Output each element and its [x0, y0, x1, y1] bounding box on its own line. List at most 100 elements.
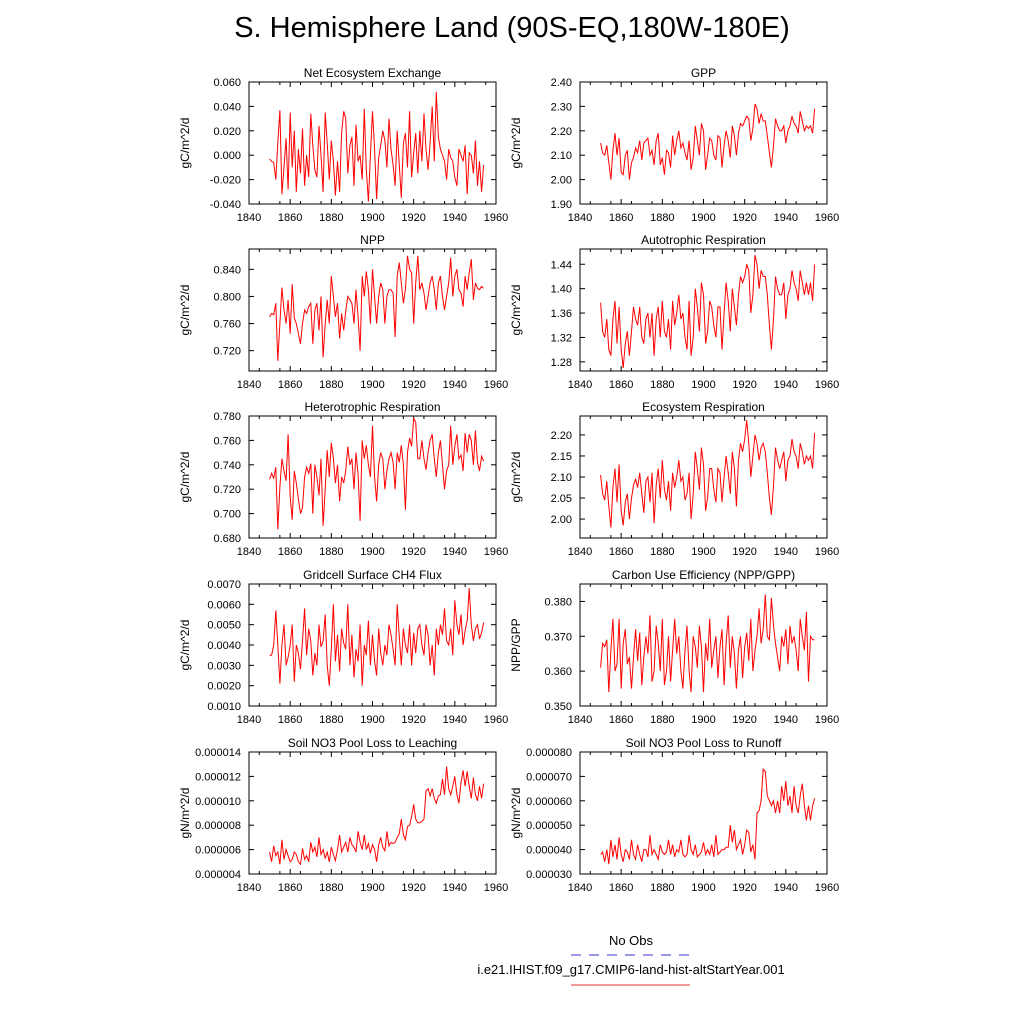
x-tick-label: 1860 [278, 546, 302, 558]
y-tick-label: 0.800 [213, 291, 241, 303]
x-tick-label: 1940 [774, 212, 798, 224]
panel-title: Heterotrophic Respiration [304, 400, 440, 414]
y-tick-label: -0.040 [210, 199, 241, 211]
y-tick-label: 0.000014 [195, 747, 241, 759]
y-tick-label: 0.000 [213, 150, 241, 162]
x-tick-label: 1840 [237, 714, 261, 726]
x-tick-label: 1860 [278, 714, 302, 726]
x-tick-label: 1900 [360, 882, 384, 894]
y-tick-label: 0.700 [213, 509, 241, 521]
x-tick-label: 1960 [815, 212, 839, 224]
y-tick-label: 0.000080 [526, 747, 572, 759]
y-tick-label: 0.000012 [195, 771, 241, 783]
y-tick-label: 0.000040 [526, 845, 572, 857]
y-tick-label: 0.000050 [526, 820, 572, 832]
x-tick-label: 1880 [319, 379, 343, 391]
x-tick-label: 1920 [401, 882, 425, 894]
y-tick-label: 1.28 [551, 357, 572, 369]
y-axis-label: NPP/GPP [509, 618, 523, 671]
x-tick-label: 1900 [691, 379, 715, 391]
y-tick-label: 2.40 [551, 77, 572, 89]
y-tick-label: 0.0020 [207, 681, 241, 693]
y-tick-label: 1.36 [551, 308, 572, 320]
x-tick-label: 1840 [568, 379, 592, 391]
x-tick-label: 1840 [237, 212, 261, 224]
y-tick-label: 0.360 [544, 666, 572, 678]
x-tick-label: 1840 [568, 882, 592, 894]
chart-panel-1: GPP 1840 1860 1880 1900 1920 1940 1960 1.90 2.00 2… [509, 66, 839, 224]
x-tick-label: 1940 [443, 212, 467, 224]
series-line-0 [269, 416, 485, 530]
y-tick-label: 2.15 [551, 451, 572, 463]
y-tick-label: 0.040 [213, 101, 241, 113]
y-axis-label: gC/m^2/d [509, 118, 523, 169]
y-tick-label: 0.840 [213, 264, 241, 276]
x-tick-label: 1940 [774, 882, 798, 894]
x-tick-label: 1880 [319, 882, 343, 894]
series-line-0 [269, 588, 485, 686]
y-tick-label: 1.44 [551, 259, 572, 271]
y-tick-label: 2.20 [551, 430, 572, 442]
x-tick-label: 1900 [691, 714, 715, 726]
series-line-0 [600, 594, 815, 693]
legend-label-no-obs: No Obs [609, 933, 654, 948]
x-tick-label: 1920 [732, 882, 756, 894]
x-tick-label: 1960 [815, 546, 839, 558]
y-tick-label: 2.30 [551, 101, 572, 113]
x-tick-label: 1960 [484, 714, 508, 726]
chart-panel-4: Heterotrophic Respiration 1840 1860 1880 190… [178, 400, 508, 558]
x-tick-label: 1940 [443, 714, 467, 726]
y-tick-label: 0.000010 [195, 796, 241, 808]
panel-title: NPP [360, 233, 385, 247]
y-axis-label: gC/m^2/d [178, 620, 192, 671]
y-tick-label: 0.760 [213, 319, 241, 331]
y-tick-label: 0.000030 [526, 869, 572, 881]
y-tick-label: -0.020 [210, 175, 241, 187]
x-tick-label: 1840 [237, 882, 261, 894]
y-axis-label: gN/m^2/d [509, 788, 523, 839]
y-tick-label: 2.20 [551, 126, 572, 138]
y-tick-label: 0.060 [213, 77, 241, 89]
y-tick-label: 0.0010 [207, 701, 241, 713]
panel-title: Soil NO3 Pool Loss to Leaching [288, 736, 457, 750]
y-tick-label: 1.90 [551, 199, 572, 211]
y-tick-label: 0.0030 [207, 660, 241, 672]
y-tick-label: 0.0060 [207, 599, 241, 611]
y-axis-label: gN/m^2/d [178, 788, 192, 839]
series-line-0 [269, 91, 485, 202]
x-tick-label: 1940 [774, 546, 798, 558]
panel-title: Autotrophic Respiration [641, 233, 766, 247]
y-axis-label: gC/m^2/d [178, 118, 192, 169]
y-tick-label: 0.0070 [207, 579, 241, 591]
x-tick-label: 1880 [319, 546, 343, 558]
x-tick-label: 1960 [815, 714, 839, 726]
x-tick-label: 1880 [319, 212, 343, 224]
x-tick-label: 1960 [484, 379, 508, 391]
x-tick-label: 1900 [360, 212, 384, 224]
panel-title: Gridcell Surface CH4 Flux [303, 568, 442, 582]
y-tick-label: 1.40 [551, 284, 572, 296]
y-tick-label: 0.020 [213, 126, 241, 138]
x-tick-label: 1880 [650, 212, 674, 224]
y-tick-label: 0.680 [213, 533, 241, 545]
x-tick-label: 1860 [609, 546, 633, 558]
y-tick-label: 0.000008 [195, 820, 241, 832]
x-tick-label: 1900 [360, 546, 384, 558]
panel-title: GPP [691, 66, 716, 80]
y-tick-label: 2.05 [551, 493, 572, 505]
x-tick-label: 1940 [443, 546, 467, 558]
x-tick-label: 1960 [815, 882, 839, 894]
x-tick-label: 1860 [609, 379, 633, 391]
y-tick-label: 0.0050 [207, 620, 241, 632]
x-tick-label: 1920 [401, 212, 425, 224]
series-line-0 [269, 255, 484, 361]
x-tick-label: 1940 [443, 379, 467, 391]
y-axis-label: gC/m^2/d [509, 285, 523, 336]
x-tick-label: 1880 [650, 379, 674, 391]
x-tick-label: 1840 [237, 379, 261, 391]
x-tick-label: 1920 [732, 714, 756, 726]
y-tick-label: 2.00 [551, 175, 572, 187]
x-tick-label: 1900 [360, 714, 384, 726]
